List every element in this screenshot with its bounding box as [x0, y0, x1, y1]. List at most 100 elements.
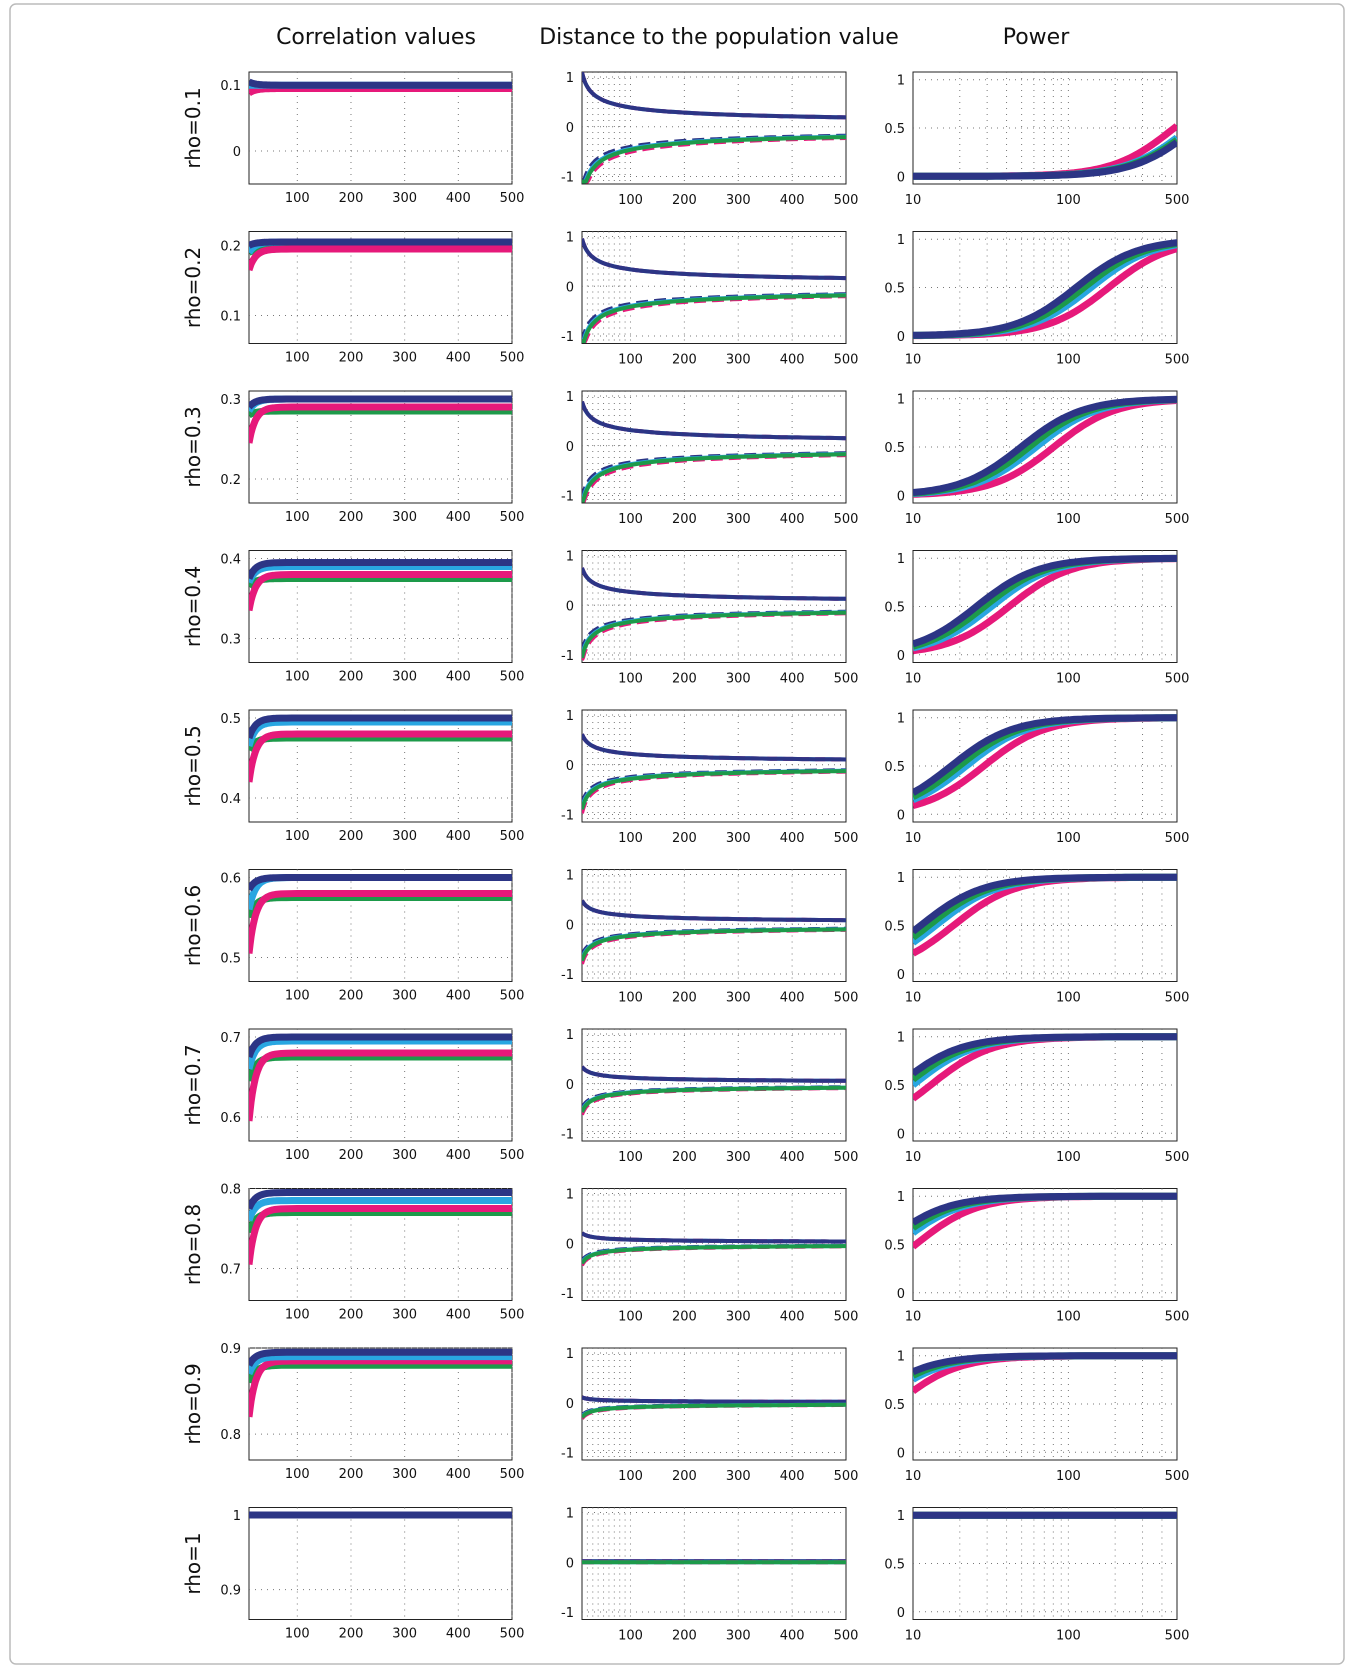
y-tick-label: 0 — [566, 1397, 574, 1412]
x-tick-label: 100 — [285, 510, 310, 525]
x-tick-label: 400 — [446, 1308, 471, 1323]
y-tick-label: 1 — [566, 549, 574, 564]
y-tick-label: 1 — [566, 390, 574, 405]
x-tick-label: 200 — [339, 1308, 364, 1323]
row-label: rho=0.7 — [181, 1044, 205, 1125]
x-tick-label: 400 — [780, 512, 805, 527]
correlation-series-magenta — [249, 403, 512, 444]
x-tick-label: 100 — [285, 191, 310, 206]
y-tick-label: -1 — [561, 1287, 574, 1302]
x-tick-label: 100 — [618, 831, 643, 846]
y-tick-label: 0.5 — [220, 952, 241, 967]
x-tick-label: 400 — [446, 191, 471, 206]
x-tick-label: 400 — [446, 351, 471, 366]
y-tick-label: 0.7 — [220, 1263, 241, 1278]
power-panel: 10 100 500 0 0.5 1 — [884, 869, 1189, 1006]
x-tick-label: 100 — [1056, 1310, 1081, 1325]
x-tick-label: 300 — [726, 1469, 751, 1484]
correlation-panel: 100 200 300 400 500 0.2 0.3 — [220, 390, 525, 525]
distance-upper-navy — [582, 733, 846, 762]
x-tick-label: 300 — [726, 512, 751, 527]
distance-lower-green — [582, 293, 846, 343]
x-tick-label: 400 — [780, 672, 805, 687]
plot-frame — [581, 1028, 847, 1142]
column-title-power: Power — [1003, 25, 1070, 50]
distance-panel: 100 200 300 400 500 -1 0 1 — [561, 390, 858, 527]
y-tick-label: -1 — [561, 1447, 574, 1462]
correlation-panel: 100 200 300 400 500 0.1 0.2 — [220, 231, 524, 366]
plot-frame — [248, 1028, 513, 1142]
correlation-series-navy — [249, 395, 512, 410]
x-tick-label: 100 — [618, 1150, 643, 1165]
x-tick-label: 100 — [285, 351, 310, 366]
correlation-series-cyan — [249, 1037, 512, 1070]
power-panel: 10 100 500 0 0.5 1 — [884, 1188, 1189, 1325]
x-tick-label: 400 — [780, 1629, 805, 1644]
distance-lower-green — [582, 927, 846, 962]
x-tick-label: 100 — [618, 353, 643, 368]
x-tick-label: 100 — [285, 1148, 310, 1163]
y-tick-label: 0.5 — [884, 1558, 905, 1573]
distance-panel: 100 200 300 400 500 -1 0 1 — [561, 549, 858, 686]
x-tick-label: 500 — [834, 991, 859, 1006]
y-tick-label: 0.1 — [220, 310, 241, 325]
distance-panel: 100 200 300 400 500 -1 0 1 — [561, 868, 858, 1005]
x-tick-label: 10 — [905, 991, 922, 1006]
x-tick-label: 10 — [905, 672, 922, 687]
y-tick-label: 0.4 — [220, 553, 241, 568]
x-tick-label: 300 — [726, 193, 751, 208]
x-tick-label: 300 — [726, 672, 751, 687]
x-tick-label: 400 — [446, 1467, 471, 1482]
y-tick-label: 1 — [566, 71, 574, 86]
x-tick-label: 500 — [500, 1308, 525, 1323]
y-tick-label: 0 — [566, 1556, 574, 1571]
x-tick-label: 500 — [1165, 831, 1190, 846]
x-tick-label: 500 — [1165, 672, 1190, 687]
row-label: rho=0.4 — [181, 566, 205, 647]
x-tick-label: 400 — [780, 991, 805, 1006]
x-tick-label: 100 — [1056, 1150, 1081, 1165]
power-series-navy — [913, 714, 1177, 796]
x-tick-label: 500 — [1165, 1629, 1190, 1644]
x-tick-label: 500 — [500, 510, 525, 525]
x-tick-label: 300 — [726, 1629, 751, 1644]
distance-upper-navy — [582, 238, 846, 281]
x-tick-label: 500 — [1165, 1150, 1190, 1165]
x-tick-label: 300 — [392, 1148, 417, 1163]
power-series-navy — [913, 395, 1177, 496]
x-tick-label: 300 — [726, 353, 751, 368]
x-tick-label: 400 — [780, 1469, 805, 1484]
y-tick-label: 0 — [566, 280, 574, 295]
power-panel: 10 100 500 0 0.5 1 — [884, 71, 1189, 208]
x-tick-label: 400 — [446, 1148, 471, 1163]
y-tick-label: 1 — [566, 230, 574, 245]
distance-panel: 100 200 300 400 500 -1 0 1 — [561, 1506, 858, 1643]
y-tick-label: 1 — [897, 74, 905, 89]
y-tick-label: 0 — [897, 968, 905, 983]
distance-panel: 100 200 300 400 500 -1 0 1 — [561, 230, 858, 367]
x-tick-label: 200 — [672, 991, 697, 1006]
x-tick-label: 300 — [392, 1467, 417, 1482]
correlation-series-navy — [249, 874, 512, 892]
correlation-series-navy — [249, 238, 512, 249]
plot-frame — [581, 869, 847, 982]
x-tick-label: 200 — [339, 351, 364, 366]
plot-frame — [248, 869, 513, 982]
y-tick-label: 1 — [566, 1028, 574, 1043]
y-tick-label: 0.2 — [220, 240, 241, 255]
distance-lower-green — [582, 769, 846, 810]
x-tick-label: 300 — [392, 670, 417, 685]
x-tick-label: 100 — [618, 672, 643, 687]
x-tick-label: 10 — [905, 193, 922, 208]
distance-upper-navy — [582, 1231, 846, 1244]
y-tick-label: 0 — [897, 808, 905, 823]
y-tick-label: 0.6 — [220, 872, 241, 887]
x-tick-label: 200 — [339, 670, 364, 685]
x-tick-label: 100 — [285, 989, 310, 1004]
y-tick-label: 1 — [233, 1509, 241, 1524]
x-tick-label: 500 — [834, 512, 859, 527]
x-tick-label: 300 — [392, 351, 417, 366]
